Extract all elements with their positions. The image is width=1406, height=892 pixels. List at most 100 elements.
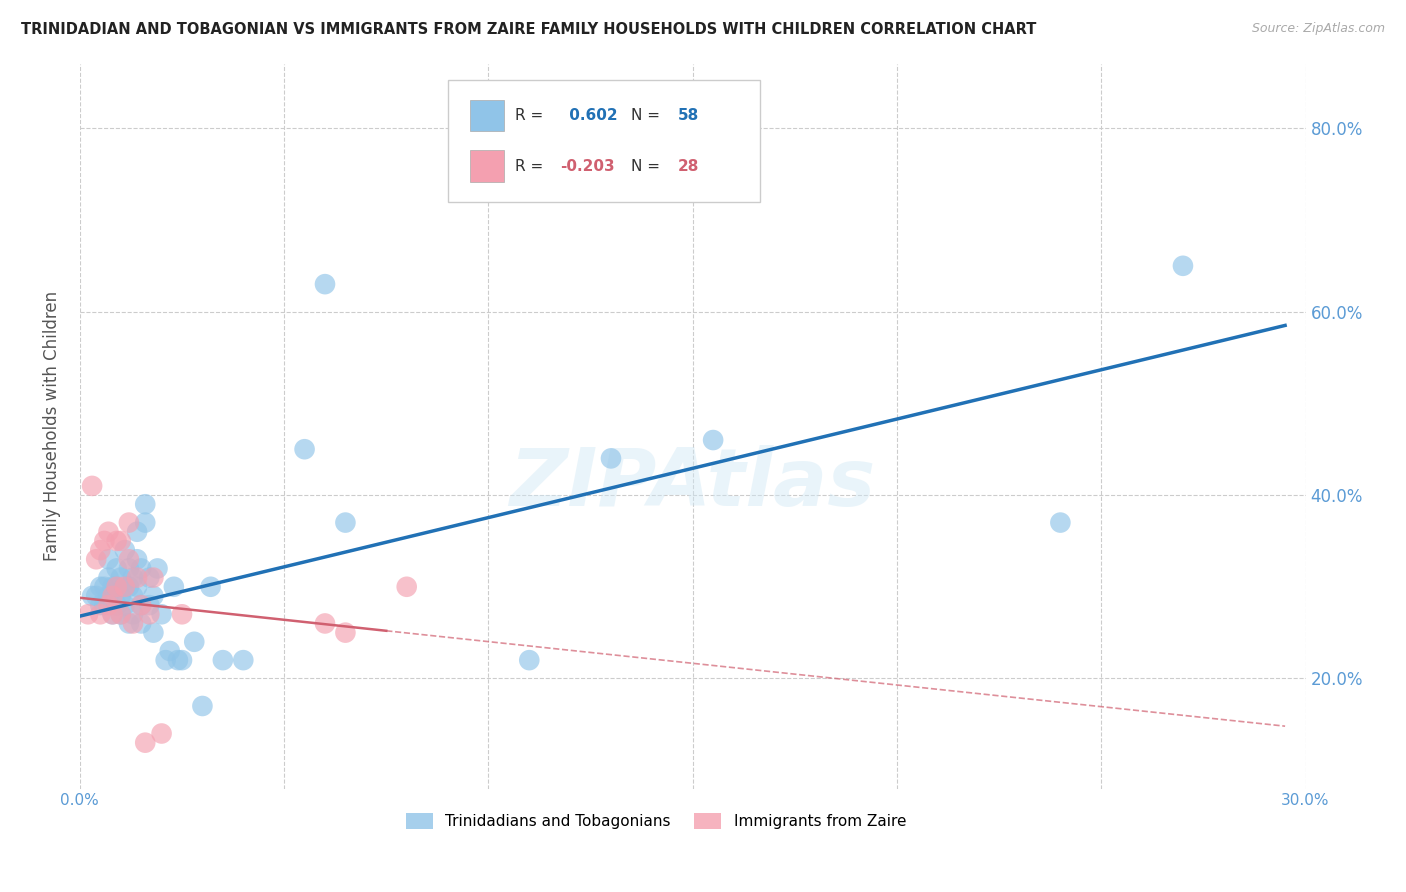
Point [97,524,120,539]
Point [114,598,136,612]
Point [138,571,160,585]
Point [105,533,128,548]
Point [702,433,724,447]
Text: 0.602: 0.602 [564,108,617,123]
Point [84,589,107,603]
Point [129,616,152,631]
Point [105,580,128,594]
Text: N =: N = [631,159,665,174]
Point [600,451,623,466]
Point [89,607,111,622]
Point [101,580,124,594]
Point [105,598,128,612]
Point [314,616,336,631]
Point [77,607,100,622]
Text: -0.203: -0.203 [561,159,614,174]
Point [114,580,136,594]
Point [314,277,336,292]
Point [200,580,222,594]
Point [167,653,190,667]
Point [82,589,104,603]
Point [232,653,254,667]
Point [101,607,124,622]
Point [118,552,141,566]
Point [125,552,148,566]
Point [122,616,145,631]
Point [114,580,136,594]
Point [122,571,145,585]
Point [93,580,115,594]
Legend: Trinidadians and Tobagonians, Immigrants from Zaire: Trinidadians and Tobagonians, Immigrants… [399,807,912,835]
Point [93,598,115,612]
Point [191,698,214,713]
Point [138,598,160,612]
Text: ZIPAtlas: ZIPAtlas [509,445,876,524]
Point [118,561,141,575]
Point [294,442,316,457]
Point [129,598,152,612]
Point [517,653,540,667]
Point [114,543,136,558]
Point [163,580,186,594]
Point [134,497,156,511]
Text: 28: 28 [678,159,699,174]
Point [134,516,156,530]
Point [1171,259,1194,273]
Point [118,580,141,594]
Point [101,607,124,622]
Text: TRINIDADIAN AND TOBAGONIAN VS IMMIGRANTS FROM ZAIRE FAMILY HOUSEHOLDS WITH CHILD: TRINIDADIAN AND TOBAGONIAN VS IMMIGRANTS… [21,22,1036,37]
Point [110,533,132,548]
FancyBboxPatch shape [470,100,503,131]
Point [82,479,104,493]
Point [110,571,132,585]
Point [335,625,357,640]
Point [125,571,148,585]
Point [97,571,120,585]
Point [89,598,111,612]
Point [97,598,120,612]
Text: R =: R = [515,159,548,174]
Point [1049,516,1071,530]
Point [150,607,173,622]
Point [97,552,120,566]
Point [170,607,193,622]
Point [142,589,165,603]
Point [146,561,169,575]
Point [97,589,120,603]
Point [183,635,205,649]
Point [150,726,173,740]
Point [118,616,141,631]
Point [170,653,193,667]
Point [138,607,160,622]
Text: R =: R = [515,108,548,123]
Point [89,580,111,594]
Point [142,571,165,585]
Point [122,607,145,622]
Point [118,516,141,530]
Point [101,589,124,603]
Point [110,607,132,622]
Point [105,561,128,575]
Point [335,516,357,530]
Point [93,533,115,548]
Point [110,589,132,603]
Point [89,543,111,558]
FancyBboxPatch shape [470,150,503,182]
Point [84,552,107,566]
Point [129,561,152,575]
Point [395,580,418,594]
Point [105,580,128,594]
Text: N =: N = [631,108,665,123]
Point [212,653,235,667]
Point [142,625,165,640]
Point [159,644,181,658]
Text: Source: ZipAtlas.com: Source: ZipAtlas.com [1251,22,1385,36]
Point [129,598,152,612]
Point [110,607,132,622]
Text: 58: 58 [678,108,699,123]
Point [134,736,156,750]
Point [125,524,148,539]
Point [125,580,148,594]
FancyBboxPatch shape [447,80,761,202]
Point [155,653,177,667]
